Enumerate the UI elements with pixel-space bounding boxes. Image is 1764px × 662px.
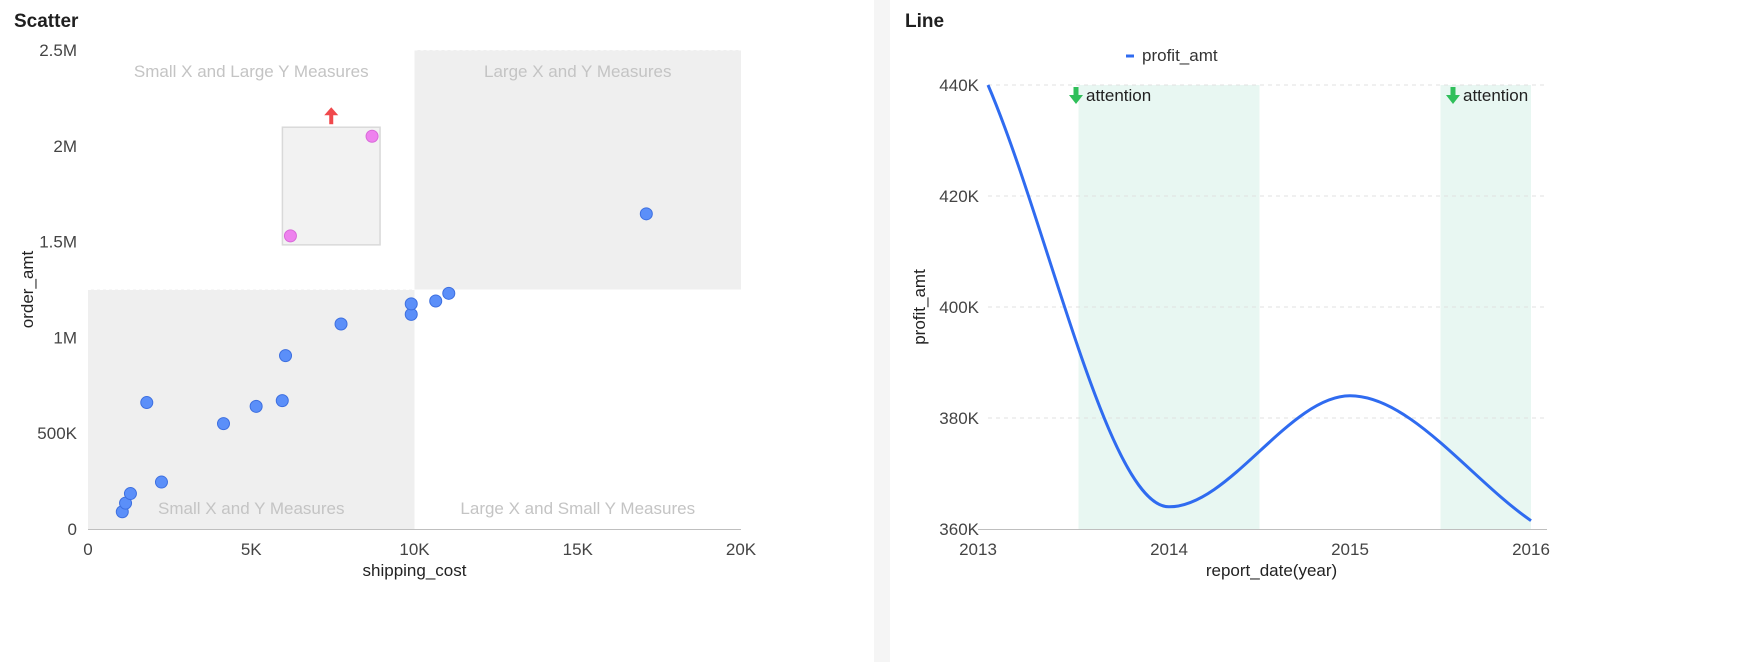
y-tick-label: 1.5M xyxy=(39,233,77,252)
y-tick-label: 2.5M xyxy=(39,41,77,60)
quadrant-label-top-left: Small X and Large Y Measures xyxy=(134,62,369,81)
scatter-point[interactable] xyxy=(140,396,154,410)
y-tick-label: 1M xyxy=(53,328,77,347)
y-tick-label: 420K xyxy=(939,187,979,206)
arrow-down-icon xyxy=(1446,87,1460,104)
y-tick-label: 360K xyxy=(939,520,979,539)
y-tick-label: 380K xyxy=(939,409,979,428)
scatter-point[interactable] xyxy=(429,294,443,308)
x-tick-label: 20K xyxy=(726,540,757,559)
arrow-down-icon-shaft xyxy=(1450,87,1456,96)
x-axis-title: shipping_cost xyxy=(363,561,467,580)
arrow-up-icon-head xyxy=(324,107,339,116)
y-axis-title: order_amt xyxy=(18,250,37,328)
y-tick-label: 2M xyxy=(53,137,77,156)
scatter-point[interactable] xyxy=(249,399,263,413)
arrow-down-icon xyxy=(1069,87,1083,104)
quadrant-top-right xyxy=(414,50,741,290)
x-tick-label: 5K xyxy=(241,540,262,559)
annotation-label: attention xyxy=(1086,86,1151,105)
x-tick-label: 2015 xyxy=(1331,540,1369,559)
highlight-box xyxy=(281,126,381,246)
scatter-title: Scatter xyxy=(14,11,79,32)
scatter-point[interactable] xyxy=(123,487,137,501)
scatter-point[interactable] xyxy=(404,297,418,311)
y-axis-title: profit_amt xyxy=(910,269,929,345)
scatter-panel: Scatter Small X and Large Y Measures Larg… xyxy=(0,0,874,662)
x-tick-label: 10K xyxy=(399,540,430,559)
scatter-chart[interactable]: Small X and Large Y Measures Large X and … xyxy=(0,0,874,662)
quadrant-label-bottom-left: Small X and Y Measures xyxy=(158,499,344,518)
quadrant-label-bottom-right: Large X and Small Y Measures xyxy=(460,499,695,518)
x-tick-label: 15K xyxy=(563,540,594,559)
x-tick-label: 0 xyxy=(83,540,92,559)
x-axis-title: report_date(year) xyxy=(1206,561,1337,580)
highlight-band xyxy=(1078,85,1260,529)
x-tick-label: 2013 xyxy=(959,540,997,559)
scatter-point[interactable] xyxy=(639,207,653,221)
scatter-point[interactable] xyxy=(442,286,456,300)
arrow-up-icon-shaft xyxy=(329,114,334,125)
arrow-up-icon xyxy=(324,107,339,125)
line-title: Line xyxy=(905,11,945,32)
y-tick-label: 440K xyxy=(939,76,979,95)
y-tick-label: 500K xyxy=(37,424,77,443)
line-panel: Line 360K 380K 400K 420K 440K 2013 2014 2015 201… xyxy=(890,0,1764,662)
quadrant-label-top-right: Large X and Y Measures xyxy=(484,62,671,81)
y-tick-label: 400K xyxy=(939,298,979,317)
legend-label: profit_amt xyxy=(1142,46,1218,65)
y-tick-label: 0 xyxy=(68,520,77,539)
x-tick-label: 2016 xyxy=(1512,540,1550,559)
annotation-label: attention xyxy=(1463,86,1528,105)
highlighted-point[interactable] xyxy=(365,129,379,143)
series-line-profit-amt[interactable] xyxy=(986,84,1532,522)
scatter-point[interactable] xyxy=(279,349,293,363)
scatter-point[interactable] xyxy=(334,317,348,331)
scatter-point[interactable] xyxy=(154,475,168,489)
scatter-point[interactable] xyxy=(275,394,289,408)
highlighted-point[interactable] xyxy=(283,229,297,243)
arrow-down-icon-head xyxy=(1069,95,1083,104)
arrow-down-icon-head xyxy=(1446,95,1460,104)
panel-divider xyxy=(874,0,890,662)
line-chart[interactable]: 360K 380K 400K 420K 440K 2013 2014 2015 2016 repo… xyxy=(890,0,1764,662)
arrow-down-icon-shaft xyxy=(1073,87,1079,96)
scatter-point[interactable] xyxy=(216,417,230,431)
x-tick-label: 2014 xyxy=(1150,540,1188,559)
